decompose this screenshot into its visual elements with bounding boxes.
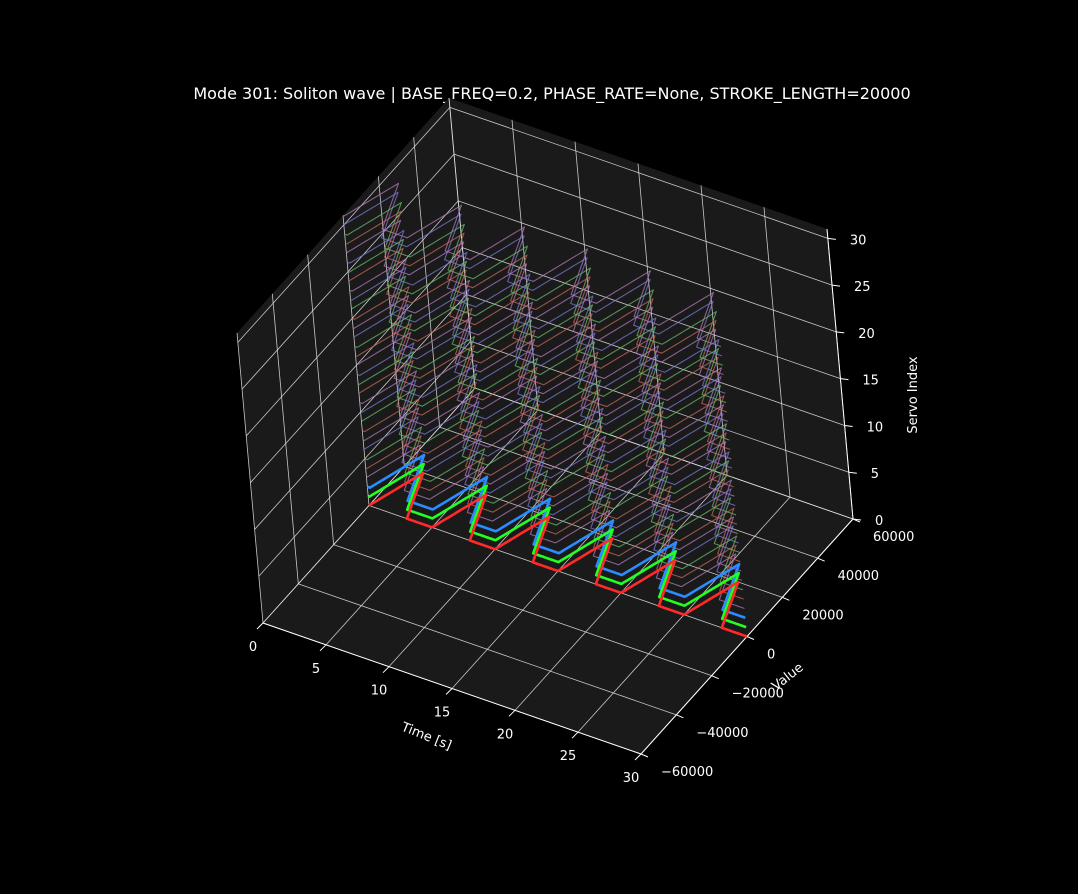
x-tick-mark (508, 709, 516, 717)
x-tick-label: 25 (560, 749, 577, 764)
series-line-4 (365, 435, 744, 600)
x-tick-label: 10 (371, 684, 388, 699)
y-tick-label: 20000 (802, 608, 843, 623)
z-tick-mark (848, 471, 857, 474)
y-tick-mark (676, 714, 684, 719)
series-line-6 (363, 416, 743, 581)
series-line-26 (347, 229, 726, 394)
z-tick-mark (827, 237, 836, 240)
x-tick-mark (382, 666, 390, 674)
z-axis-line (826, 228, 854, 520)
y-tick-label: −20000 (732, 687, 784, 702)
z-tick-label: 25 (854, 280, 871, 295)
series-line-24 (348, 247, 728, 413)
z-grid-back (462, 247, 841, 380)
z-tick-label: 20 (858, 327, 875, 342)
y-grid-side (342, 215, 370, 506)
series-line-9 (361, 388, 740, 553)
z-axis-label: Servo Index (906, 356, 921, 433)
series-line-18 (353, 303, 733, 469)
y-tick-label: −40000 (696, 726, 748, 741)
y-grid-floor (439, 426, 818, 559)
x-tick-label: 15 (434, 706, 451, 721)
z-grid-side (254, 294, 467, 530)
series-line-27 (346, 219, 725, 385)
z-tick-label: 30 (850, 233, 867, 248)
y-tick-mark (817, 557, 825, 562)
series-line-11 (359, 370, 738, 535)
series-line-29 (344, 201, 723, 366)
y-tick-mark (640, 753, 649, 758)
x-tick-label: 20 (497, 727, 514, 742)
y-tick-mark (746, 636, 755, 640)
x-tick-mark (256, 622, 264, 630)
tick-labels: 0 5 10 15 20 25 30 −60000 −40000 −20000 0 20000 4000… (249, 233, 915, 786)
series-line-30 (343, 191, 723, 357)
series-line-17 (354, 314, 733, 479)
series-line-16 (355, 323, 734, 488)
z-tick-mark (836, 331, 845, 334)
z-tick-mark (831, 284, 841, 287)
series-line-14 (357, 342, 736, 507)
y-tick-label: −60000 (661, 765, 713, 780)
y-tick-mark (782, 596, 790, 601)
series-line-5 (364, 426, 743, 591)
x-tick-mark (445, 688, 453, 695)
z-grid-back (458, 200, 837, 333)
series-line-0 (368, 471, 748, 638)
z-tick-mark (852, 518, 862, 521)
x-tick-mark (319, 644, 327, 652)
series-line-7 (362, 407, 742, 572)
x-grid-back (763, 207, 791, 498)
series-line-12 (358, 360, 738, 525)
series-line-8 (362, 398, 741, 563)
series-line-31 (342, 182, 722, 348)
z-tick-label: 0 (875, 514, 883, 529)
y-tick-mark (711, 675, 719, 680)
y-tick-label: 40000 (838, 569, 879, 584)
y-axis-label: Value (769, 660, 806, 694)
z-grid-back (449, 106, 828, 239)
x-tick-label: 30 (623, 771, 640, 786)
x-tick-mark (571, 731, 579, 739)
series-line-20 (352, 286, 731, 450)
y-tick-label: 60000 (873, 530, 914, 545)
series-line-15 (356, 332, 735, 497)
z-tick-mark (844, 424, 853, 427)
series-line-10 (360, 379, 739, 544)
series-line-23 (349, 258, 728, 422)
y-grid-side (271, 293, 299, 584)
series-line-28 (345, 210, 724, 376)
z-tick-label: 10 (867, 420, 884, 435)
y-grid-side (307, 254, 335, 545)
y-grid-side (377, 176, 405, 467)
y-grid-floor (298, 583, 677, 716)
series-lines (342, 182, 748, 638)
series-line-2 (366, 453, 746, 620)
series-line-3 (366, 444, 745, 609)
axis-panes (237, 98, 853, 754)
series-line-25 (347, 238, 727, 404)
series-line-1 (367, 462, 747, 629)
z-tick-label: 15 (862, 374, 879, 389)
z-tick-mark (840, 378, 849, 381)
series-line-21 (351, 275, 730, 441)
y-tick-label: 0 (767, 648, 775, 663)
x-tick-mark (634, 753, 642, 761)
x-tick-label: 0 (249, 640, 257, 655)
y-grid-side (413, 137, 441, 428)
z-tick-label: 5 (871, 467, 879, 482)
x-tick-label: 5 (312, 662, 320, 677)
x-axis-label: Time [s] (398, 720, 454, 754)
y-grid-side (236, 332, 264, 624)
z-grid-back (453, 153, 833, 286)
series-line-22 (350, 266, 729, 432)
series-line-19 (352, 295, 732, 460)
y-grid-floor (333, 544, 712, 677)
series-line-13 (357, 351, 737, 516)
chart-title: Mode 301: Soliton wave | BASE_FREQ=0.2, … (193, 84, 910, 104)
